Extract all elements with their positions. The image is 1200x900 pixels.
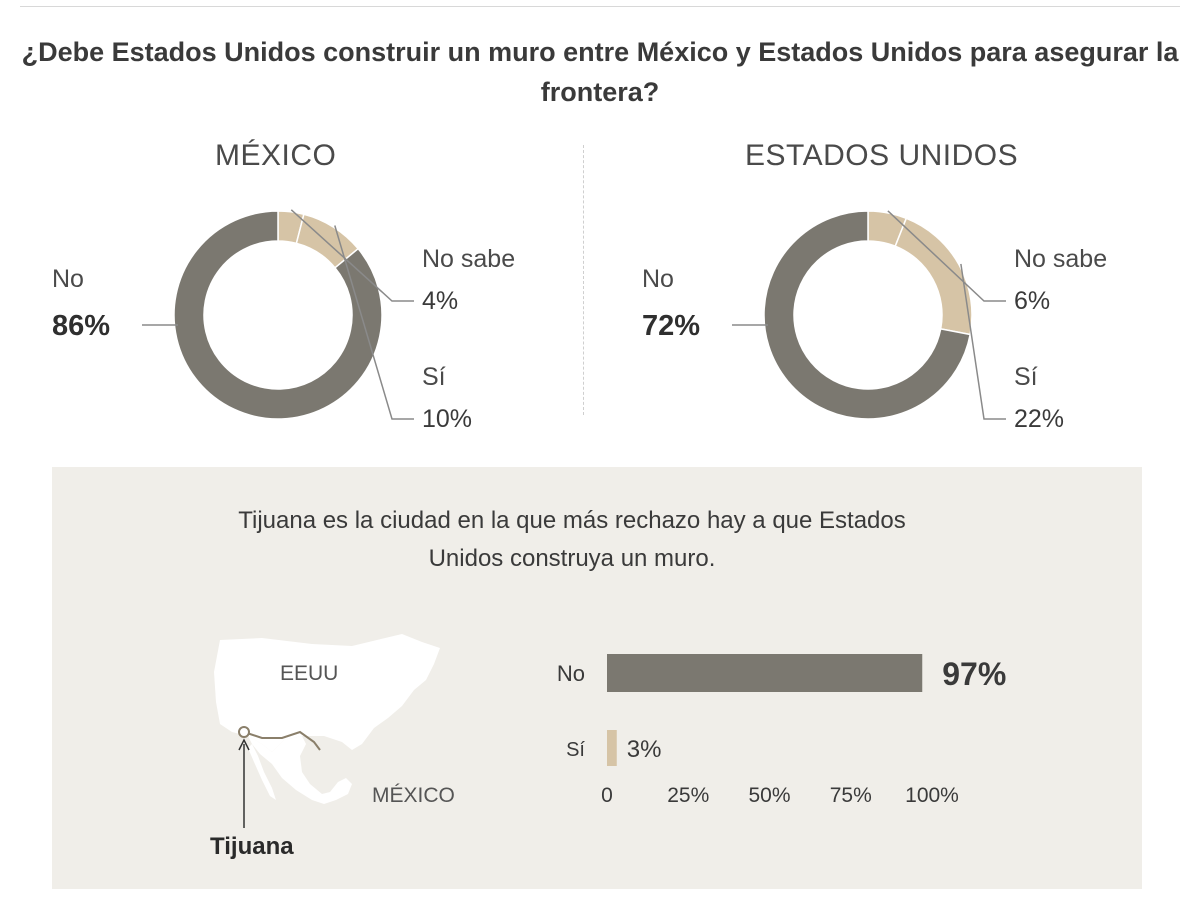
donut-chart-usa: No 72% No sabe 6% Sí 22% <box>642 210 1107 433</box>
border-line <box>243 730 321 751</box>
donut-title-usa: ESTADOS UNIDOS <box>745 139 1019 172</box>
donut-value-nosabe: 6% <box>1014 287 1050 315</box>
bar-category-1: Sí <box>566 739 585 761</box>
tijuana-title: Tijuana es la ciudad en la que más recha… <box>238 507 906 572</box>
infographic-title: ¿Debe Estados Unidos construir un muro e… <box>21 37 1179 107</box>
leader-line-si <box>334 225 414 420</box>
x-tick-label: 75% <box>830 784 872 807</box>
donut-label-si: Sí <box>422 363 446 391</box>
mexico-map-shape <box>248 736 352 804</box>
us-map-shape <box>214 634 440 752</box>
map-label-mexico: MÉXICO <box>372 784 455 807</box>
tijuana-box: Tijuana es la ciudad en la que más recha… <box>52 467 1142 889</box>
x-tick-label: 100% <box>905 784 959 807</box>
donut-label-no: No <box>642 265 674 293</box>
bar-value-label-0: 97% <box>942 656 1006 692</box>
baja-map-shape <box>248 744 276 800</box>
bar-category-0: No <box>557 661 585 686</box>
leader-line-si <box>960 263 1006 420</box>
donut-panel-usa: ESTADOS UNIDOS No 72% No sabe 6% Sí 22% <box>600 135 1160 435</box>
donut-value-no: 86% <box>52 310 110 342</box>
pointer-arrowhead <box>238 738 250 751</box>
donut-label-si: Sí <box>1014 363 1038 391</box>
donut-label-no: No <box>52 265 84 293</box>
x-tick-label: 25% <box>667 784 709 807</box>
donut-label-nosabe: No sabe <box>1014 245 1107 273</box>
donut-slice-no <box>173 210 383 420</box>
map-label-eeuu: EEUU <box>280 662 338 685</box>
map-illustration: EEUU MÉXICO Tijuana <box>210 634 455 860</box>
leader-line-nosabe <box>887 210 1006 302</box>
bar-si <box>607 730 617 766</box>
map-label-tijuana: Tijuana <box>210 833 294 860</box>
tijuana-dot <box>238 726 250 738</box>
top-rule <box>20 6 1180 7</box>
donut-label-nosabe: No sabe <box>422 245 515 273</box>
x-tick-label: 50% <box>748 784 790 807</box>
donut-chart-mexico: No 86% No sabe 4% Sí 10% <box>52 209 515 433</box>
x-tick-label: 0 <box>601 784 613 807</box>
bar-value-label-1: 3% <box>627 736 662 763</box>
donut-title-mexico: MÉXICO <box>215 139 337 172</box>
leader-line-nosabe <box>290 209 414 302</box>
donut-value-si: 22% <box>1014 405 1064 433</box>
donut-value-nosabe: 4% <box>422 287 458 315</box>
donut-slice-sí <box>894 217 973 336</box>
panel-divider <box>583 145 584 415</box>
bar-chart-tijuana: No 97% Sí 3% 0 25% 50% 75% 100% <box>557 654 1006 807</box>
bar-no <box>607 654 923 692</box>
donut-panel-mexico: MÉXICO No 86% No sabe 4% Sí 10% <box>20 135 580 435</box>
donut-slice-no <box>763 210 972 420</box>
donut-value-si: 10% <box>422 405 472 433</box>
donut-value-no: 72% <box>642 310 700 342</box>
